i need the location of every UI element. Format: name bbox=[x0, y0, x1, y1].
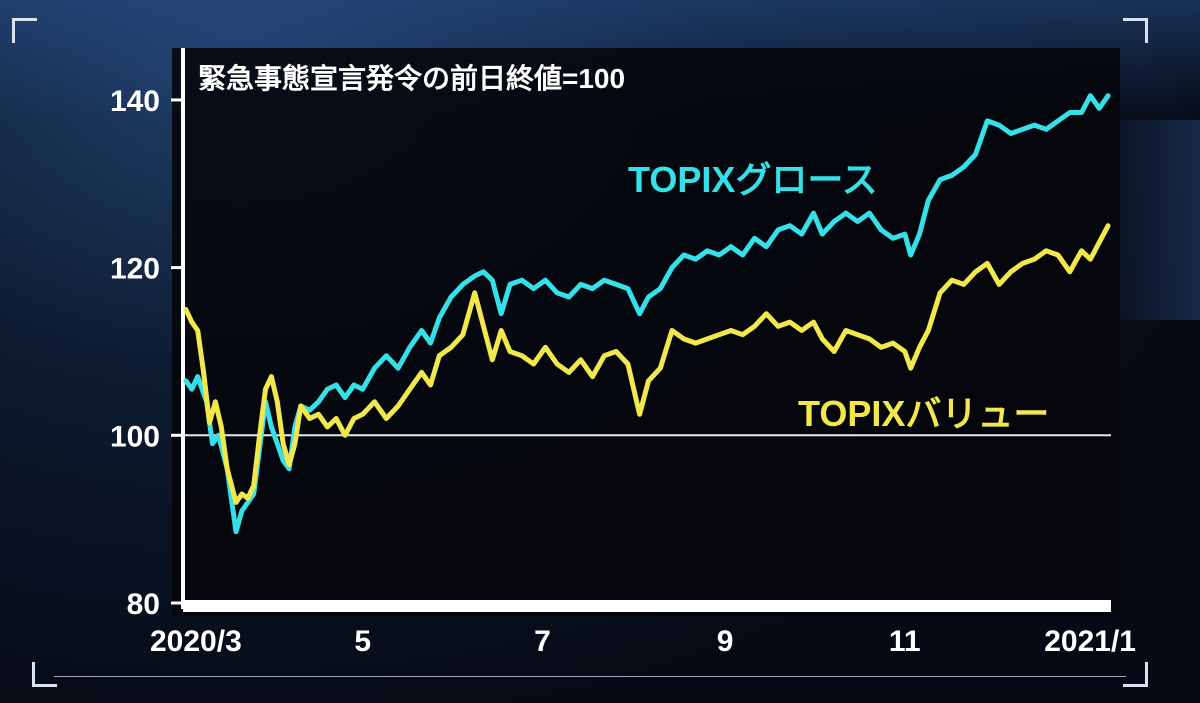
series-label-0: TOPIXグロース bbox=[628, 159, 878, 200]
x-tick-label-1: 5 bbox=[354, 625, 371, 658]
y-tick-label-140: 140 bbox=[110, 85, 160, 118]
frame-corner-bottom-right bbox=[1123, 662, 1148, 687]
x-tick-label-4: 11 bbox=[889, 625, 921, 658]
frame-corner-top-left bbox=[12, 18, 37, 43]
x-axis-band bbox=[183, 600, 1111, 612]
x-tick-labels: 2020/3 5 7 9 11 2021/1 bbox=[150, 625, 1136, 658]
series-lines bbox=[183, 93, 1111, 535]
x-tick-label-3: 9 bbox=[717, 625, 734, 658]
series-labels: TOPIXグロース TOPIXバリュー bbox=[628, 159, 1049, 434]
y-tick-labels: 80 100 120 140 bbox=[110, 85, 160, 621]
series-line-1 bbox=[183, 223, 1111, 505]
series-label-1: TOPIXバリュー bbox=[798, 393, 1049, 434]
frame-bottom-line bbox=[54, 676, 1126, 677]
x-tick-label-2: 7 bbox=[534, 625, 551, 658]
chart-panel bbox=[172, 48, 1120, 616]
chart-axes bbox=[171, 48, 1111, 612]
series-line-0 bbox=[183, 93, 1111, 535]
x-tick-label-0: 2020/3 bbox=[150, 625, 242, 658]
frame-corner-top-right bbox=[1123, 18, 1148, 43]
x-tick-label-5: 2021/1 bbox=[1044, 625, 1136, 658]
y-tick-label-120: 120 bbox=[110, 253, 160, 286]
y-tick-label-100: 100 bbox=[110, 420, 160, 453]
frame-corner-bottom-left bbox=[32, 662, 57, 687]
chart-title: 緊急事態宣言発令の前日終値=100 bbox=[198, 62, 625, 94]
y-tick-label-80: 80 bbox=[127, 588, 160, 621]
